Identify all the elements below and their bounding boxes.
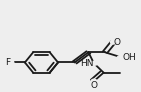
Ellipse shape [111, 40, 116, 44]
Ellipse shape [90, 61, 98, 65]
Text: HN: HN [80, 59, 93, 68]
Text: F: F [5, 58, 10, 67]
Text: OH: OH [122, 53, 136, 62]
Ellipse shape [8, 61, 14, 64]
Ellipse shape [117, 55, 126, 59]
Text: O: O [114, 38, 121, 47]
Ellipse shape [91, 79, 97, 83]
Text: O: O [90, 81, 97, 90]
